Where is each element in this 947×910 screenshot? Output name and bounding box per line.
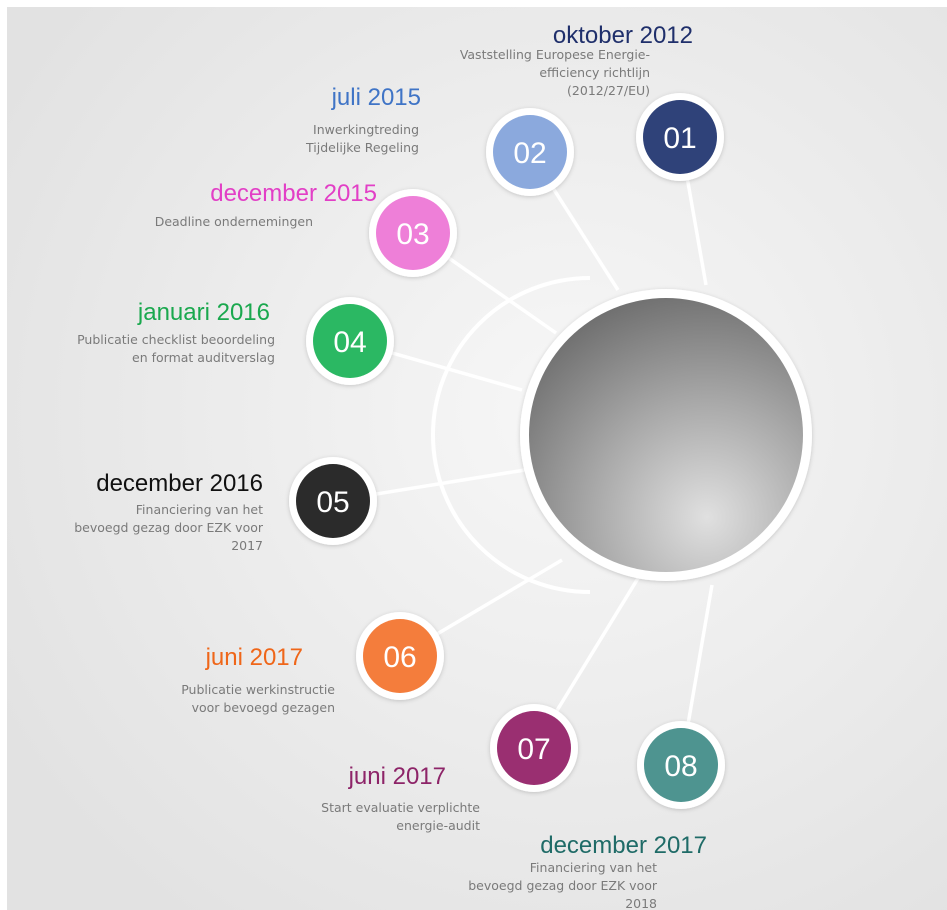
node-circle [643,100,717,174]
node-description: 2017 [231,538,263,553]
node-date: januari 2016 [137,299,270,326]
node-description: Deadline ondernemingen [155,214,313,229]
node-circle [363,619,437,693]
node-number: 07 [517,733,550,766]
node-number: 01 [663,122,696,155]
node-description: Financiering van het [136,502,263,517]
node-circle [644,728,718,802]
node-description: Publicatie werkinstructie [181,682,335,697]
node-number: 08 [664,750,697,783]
node-description: bevoegd gezag door EZK voor [468,878,658,893]
node-description: Vaststelling Europese Energie- [460,47,650,62]
node-description: bevoegd gezag door EZK voor [74,520,264,535]
node-circle [493,115,567,189]
node-description: energie-audit [396,818,480,833]
node-number: 04 [333,326,366,359]
node-description: Tijdelijke Regeling [305,140,419,155]
node-circle [497,711,571,785]
node-date: december 2016 [96,470,263,497]
node-number: 03 [396,218,429,251]
node-date: juni 2017 [205,644,303,671]
node-description: voor bevoegd gezagen [192,700,335,715]
node-description: Start evaluatie verplichte [321,800,480,815]
node-date: juni 2017 [348,763,446,790]
node-description: efficiency richtlijn [539,65,650,80]
node-circle [376,196,450,270]
node-date: december 2015 [210,180,377,207]
node-date: juli 2015 [331,84,421,111]
orbit-arc [431,276,591,594]
node-description: Inwerkingtreding [313,122,419,137]
node-description: Financiering van het [530,860,657,875]
node-number: 06 [383,641,416,674]
node-date: oktober 2012 [553,22,693,49]
node-number: 05 [316,486,349,519]
node-circle [296,464,370,538]
node-date: december 2017 [540,832,707,859]
node-description: 2018 [625,896,657,910]
node-description: (2012/27/EU) [567,83,650,98]
node-description: en format auditverslag [132,350,275,365]
node-number: 02 [513,137,546,170]
node-circle [313,304,387,378]
hub [529,298,803,572]
node-description: Publicatie checklist beoordeling [77,332,275,347]
